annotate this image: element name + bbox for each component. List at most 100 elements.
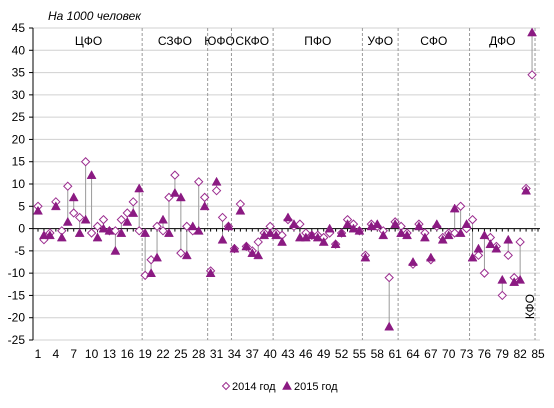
region-label-3: СКФО [235,34,269,48]
point-2015-73 [461,219,472,228]
y-tick-label-13: 40 [12,43,26,57]
point-2015-20 [146,268,157,277]
y-tick-label-7: 10 [12,177,26,191]
point-2015-34 [229,243,240,253]
point-2014-19 [140,270,150,281]
x-tick-label-21: 64 [406,347,420,361]
point-2015-58 [372,219,383,228]
point-2015-67 [425,252,436,262]
point-2015-45 [294,232,305,242]
point-2015-82 [515,274,526,284]
x-tick-label-16: 49 [317,347,331,361]
point-2015-18 [134,183,145,193]
point-2015-37 [247,248,258,257]
point-2015-38 [253,250,264,260]
point-2014-31 [211,185,222,196]
x-tick-label-8: 25 [174,347,188,361]
x-tick-label-13: 40 [263,347,277,361]
point-2015-56 [360,252,371,262]
point-2015-55 [354,225,365,235]
point-2014-14 [110,226,121,236]
point-2015-9 [80,214,91,224]
point-2014-75 [473,250,484,261]
unit-label: На 1000 человек [48,9,142,23]
point-2014-76 [479,268,490,278]
point-2015-3 [44,230,55,240]
point-2015-53 [342,219,353,228]
point-2015-47 [306,230,317,240]
x-tick-label-17: 52 [335,347,349,361]
point-2014-32 [217,212,228,223]
point-2015-60 [384,321,395,331]
legend-marker-2015 [282,380,292,390]
x-tick-label-7: 22 [156,347,170,361]
point-2015-15 [116,228,127,237]
y-tick-label-6: 5 [18,199,25,213]
point-2015-44 [289,219,299,228]
region-label-1: СЗФО [158,34,192,48]
y-tick-labels: -25 -20 -15 -10 -5 0 5 10 15 20 25 30 35 40 45 [8,21,26,347]
x-tick-label-14: 43 [281,347,295,361]
point-2014-84 [527,70,537,80]
point-2014-10 [86,228,97,238]
x-tick-label-26: 79 [496,347,510,361]
x-tick-label-15: 46 [299,347,313,361]
grid-lines [33,27,540,341]
point-2015-11 [92,232,103,242]
x-tick-label-28: 85 [531,347,545,361]
point-2015-59 [378,230,389,240]
point-2015-8 [74,228,85,237]
point-2015-83 [521,185,532,195]
point-2014-24 [170,170,180,180]
point-2014-15 [116,214,127,225]
point-2015-30 [205,268,216,277]
point-2015-54 [348,223,359,233]
point-2015-80 [503,234,514,244]
point-2015-69 [437,234,448,244]
point-2015-77 [485,239,496,249]
x-tick-label-24: 73 [460,347,474,361]
y-tick-label-10: 25 [12,110,26,124]
x-tick-label-22: 67 [424,347,438,361]
point-2014-45 [295,219,305,229]
point-2014-22 [158,226,168,236]
point-2015-84 [527,27,537,37]
point-2015-28 [193,225,204,235]
point-2014-71 [449,228,460,238]
point-2015-66 [419,232,430,242]
point-2014-74 [467,214,478,225]
point-2015-6 [62,216,73,226]
x-tick-label-9: 28 [192,347,206,361]
x-tick-label-1: 4 [53,347,60,361]
x-tick-label-10: 31 [210,347,224,361]
x-tick-label-4: 13 [103,347,117,361]
point-2015-75 [473,243,484,253]
x-tick-labels: 1 4 7 10 13 16 19 22 25 28 31 34 37 40 43 46 49 52 55 58 61 6… [35,347,545,361]
point-2015-64 [408,256,418,266]
x-tick-label-25: 76 [478,347,492,361]
point-2014-72 [455,201,466,211]
point-2015-7 [68,192,79,202]
y-tick-label-3: -10 [8,266,26,280]
point-2015-76 [479,230,490,240]
point-2015-52 [336,228,347,237]
y-tick-label-12: 35 [12,66,26,80]
point-2014-6 [63,181,73,191]
point-2015-25 [175,192,186,202]
x-tick-label-5: 16 [121,347,135,361]
x-tick-label-12: 37 [246,347,260,361]
point-2015-72 [455,228,466,237]
point-2015-13 [104,225,115,235]
legend: 2014 год 2015 год [221,380,338,393]
point-2015-23 [164,228,174,237]
point-2015-24 [169,187,180,197]
point-2015-62 [396,228,407,237]
point-2014-9 [80,157,91,167]
y-tick-label-0: -25 [8,333,26,347]
point-2015-78 [491,243,502,253]
point-2014-8 [74,212,85,223]
point-2015-26 [181,250,192,260]
point-2015-31 [211,176,222,186]
x-tick-label-3: 10 [85,347,99,361]
